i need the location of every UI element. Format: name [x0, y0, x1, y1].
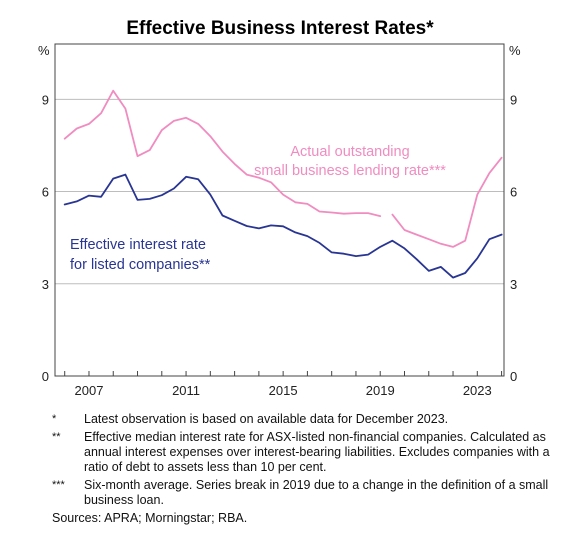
footnote-marker: **	[52, 431, 61, 443]
series-0-line-segment-0	[63, 89, 382, 218]
footnote-marker: ***	[52, 479, 65, 491]
x-tick-label: 2023	[463, 383, 492, 398]
y-tick-left-label: 9	[42, 92, 49, 107]
chart: Effective Business Interest Rates* % % 0…	[38, 18, 521, 398]
y-tick-right-label: 6	[510, 185, 517, 200]
sources: Sources: APRA; Morningstar; RBA.	[52, 511, 248, 525]
axis-ticks: 0 0 3 3 6 6 9 9 2007 2011 2015 2019 2023	[42, 92, 517, 398]
footnotes: * Latest observation is based on availab…	[52, 412, 552, 526]
y-tick-left-label: 3	[42, 277, 49, 292]
footnote-text: Six-month average. Series break in 2019 …	[84, 478, 549, 507]
footnote-text: Latest observation is based on available…	[84, 412, 449, 426]
x-tick-label: 2007	[75, 383, 104, 398]
y-unit-left: %	[38, 43, 50, 58]
y-unit-right: %	[509, 43, 521, 58]
series	[63, 89, 503, 279]
series-1-label: Effective interest rate for listed compan…	[70, 237, 211, 273]
chart-title: Effective Business Interest Rates*	[126, 18, 434, 39]
series-0-line-segment-1	[391, 156, 503, 248]
series-1-line-segment-0	[63, 173, 503, 279]
y-tick-right-label: 9	[510, 92, 517, 107]
footnote-2: ** Effective median interest rate for AS…	[52, 430, 552, 475]
footnote-marker: *	[52, 413, 57, 425]
series-labels: Actual outstanding small business lending…	[70, 144, 446, 273]
plot-frame	[54, 43, 505, 377]
y-tick-left-label: 0	[42, 369, 49, 384]
x-tick-label: 2019	[366, 383, 395, 398]
x-tick-label: 2015	[269, 383, 298, 398]
y-tick-right-label: 0	[510, 369, 517, 384]
series-0-label: Actual outstanding small business lending…	[254, 144, 446, 179]
footnote-text: Effective median interest rate for ASX-l…	[84, 430, 550, 474]
footnote-3: *** Six-month average. Series break in 2…	[52, 478, 552, 508]
x-tick-label: 2011	[172, 383, 200, 398]
footnote-1: * Latest observation is based on availab…	[52, 412, 552, 427]
y-tick-right-label: 3	[510, 277, 517, 292]
y-tick-left-label: 6	[42, 185, 49, 200]
